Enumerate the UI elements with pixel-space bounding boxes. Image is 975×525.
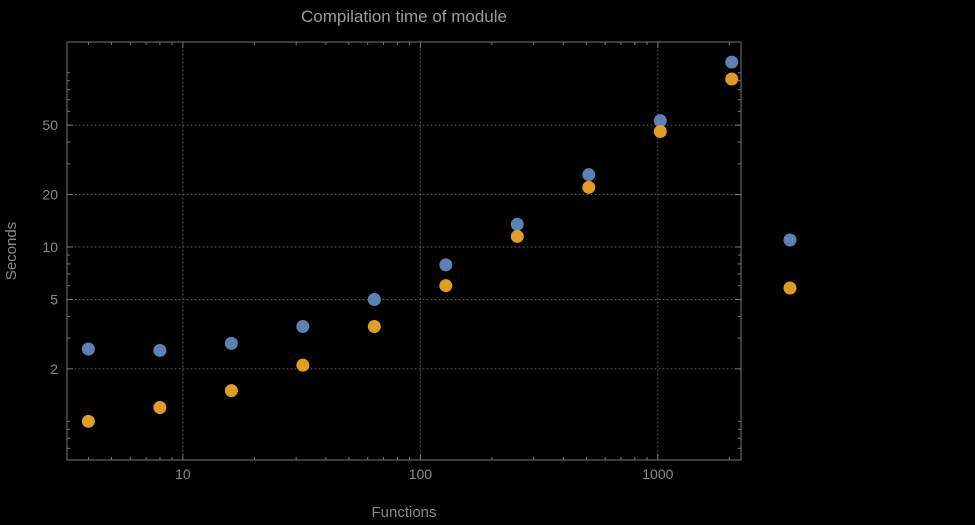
chart-title: Compilation time of module [301, 7, 507, 26]
y-tick-label-10: 10 [42, 239, 58, 255]
ticks-layer [67, 42, 741, 461]
x-tick-label-10: 10 [175, 466, 191, 482]
data-point-series-orange-x512 [582, 180, 596, 194]
data-point-series-blue-x2048 [725, 55, 739, 69]
data-point-series-blue-x64 [367, 292, 381, 306]
data-point-series-orange-x128 [439, 279, 453, 293]
data-point-series-blue-x32 [296, 319, 310, 333]
frame-layer [66, 41, 742, 461]
grid-layer [66, 41, 742, 461]
legend-marker-series-orange [783, 281, 797, 295]
y-tick-label-5: 5 [50, 291, 58, 307]
y-axis-label: Seconds [3, 222, 20, 280]
data-point-series-orange-x8 [153, 401, 167, 415]
data-points-layer [81, 55, 739, 428]
data-point-series-blue-x16 [224, 336, 238, 350]
legend-marker-series-blue [783, 233, 797, 247]
data-point-series-blue-x4 [81, 342, 95, 356]
data-point-series-orange-x16 [224, 384, 238, 398]
data-point-series-blue-x8 [153, 343, 167, 357]
data-point-series-orange-x64 [367, 319, 381, 333]
data-point-series-blue-x1024 [653, 114, 667, 128]
y-tick-label-50: 50 [42, 117, 58, 133]
x-tick-label-100: 100 [409, 466, 433, 482]
plot-frame [66, 41, 742, 461]
x-tick-label-1000: 1000 [642, 466, 673, 482]
data-point-series-blue-x256 [510, 217, 524, 231]
x-axis-label: Functions [371, 504, 436, 521]
data-point-series-blue-x512 [582, 168, 596, 182]
data-point-series-orange-x32 [296, 358, 310, 372]
data-point-series-blue-x128 [439, 258, 453, 272]
data-point-series-orange-x1024 [653, 124, 667, 138]
tick-labels-layer: 10 100 1000 2 5 10 20 50 [42, 117, 673, 482]
data-point-series-orange-x256 [510, 229, 524, 243]
y-tick-label-20: 20 [42, 187, 58, 203]
data-point-series-orange-x4 [81, 414, 95, 428]
data-point-series-orange-x2048 [725, 72, 739, 86]
legend-layer [783, 233, 797, 295]
y-tick-label-2: 2 [50, 361, 58, 377]
